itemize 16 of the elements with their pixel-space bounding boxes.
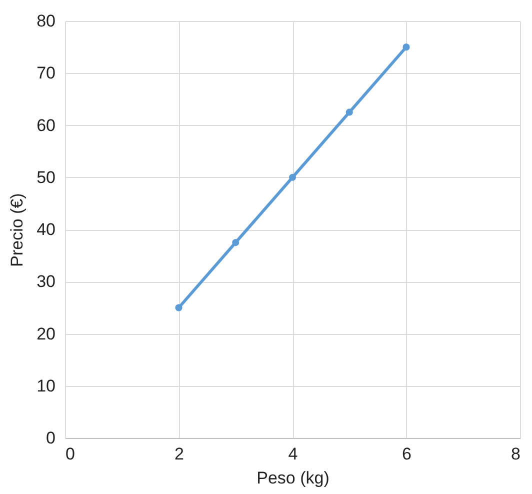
- y-axis-title: Precio (€): [8, 193, 27, 267]
- x-tick-label: 8: [511, 444, 520, 464]
- y-tick-label: 10: [36, 376, 56, 396]
- y-tick-label: 40: [36, 220, 56, 239]
- y-tick-label: 20: [36, 324, 56, 344]
- y-tick-label: 70: [36, 64, 56, 83]
- x-tick-label: 2: [174, 444, 184, 464]
- x-axis-title: Peso (kg): [256, 468, 330, 488]
- y-tick-label: 80: [36, 12, 56, 30]
- x-tick-label: 0: [66, 444, 75, 464]
- x-tick-label: 4: [288, 444, 298, 464]
- y-tick-label: 0: [46, 428, 56, 448]
- y-tick-label: 30: [36, 272, 56, 292]
- y-tick-label: 50: [36, 168, 56, 187]
- x-tick-label: 6: [402, 444, 412, 464]
- y-tick-label: 60: [36, 116, 56, 135]
